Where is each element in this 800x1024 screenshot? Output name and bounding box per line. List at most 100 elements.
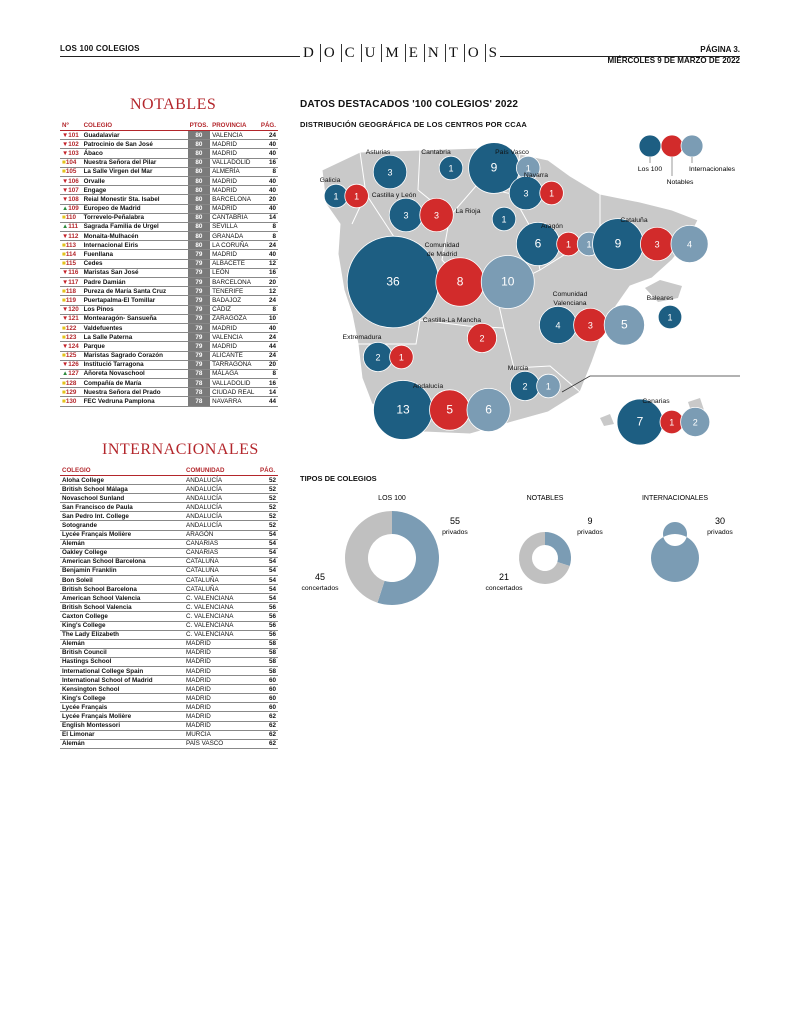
rank-cell: ■129: [60, 387, 82, 398]
rank-number: 122: [65, 324, 77, 332]
notables-row: ▼112 Monaita-Mulhacén 80 GRANADA 8: [60, 231, 278, 242]
bubble-circle: [680, 406, 711, 438]
school-name: Bon Soleil: [60, 575, 184, 586]
region-label: Murcia: [508, 365, 529, 372]
points-cell: 79: [187, 305, 211, 315]
trend-icon: ▼: [62, 278, 69, 286]
map-legend: Los 100 Notables Internacionales: [638, 134, 736, 186]
rank-number: 108: [68, 195, 79, 203]
school-name: Compañía de María: [81, 378, 188, 389]
page-cell: 54: [258, 539, 278, 549]
bubble-los100: 9: [468, 142, 520, 194]
donut-title: NOTABLES: [527, 495, 564, 502]
page-cell: 24: [258, 295, 278, 306]
bubble-value: 1: [566, 240, 571, 250]
school-name: Parque: [81, 341, 188, 352]
school-name: Hastings School: [60, 657, 184, 667]
rank-cell: ▼121: [60, 314, 82, 324]
notables-row: ■104 Nuestra Señora del Pilar 80 VALLADOLID…: [60, 158, 278, 168]
school-name: International College Spain: [60, 666, 184, 677]
slice-value: 9: [587, 516, 592, 526]
intl-row: Alemán CANARIAS 54: [60, 539, 278, 549]
page-cell: 40: [258, 185, 278, 196]
intl-row: Benjamin Franklin CATALUÑA 54: [60, 566, 278, 577]
masthead-letter: O: [463, 44, 482, 62]
region-label: Canarias: [642, 398, 670, 405]
page-cell: 54: [258, 557, 278, 567]
spain-map: 1 1 Galicia 3 Asturias 1 Cantabria 9 1 País Vasco…: [320, 134, 740, 446]
school-name: San Francisco de Paula: [60, 502, 184, 513]
page-cell: 40: [258, 148, 278, 159]
community-cell: CATALUÑA: [184, 584, 258, 595]
province-cell: TARRAGONA: [210, 360, 259, 370]
school-name: Reial Monestir Sta. Isabel: [81, 194, 188, 205]
school-name: San Pedro Int. College: [60, 511, 184, 522]
rank-number: 111: [68, 223, 79, 231]
trend-icon: ■: [62, 168, 66, 176]
points-cell: 79: [187, 360, 211, 370]
school-name: FEC Vedruna Pamplona: [81, 396, 188, 407]
rank-number: 101: [68, 131, 79, 139]
intl-row: English Montessori MADRID 62: [60, 721, 278, 731]
page-cell: 14: [258, 387, 278, 398]
notables-col-header: PROVINCIA: [210, 121, 259, 131]
bubble-los100: 4: [538, 305, 577, 344]
bubble-value: 2: [693, 418, 698, 428]
province-cell: MADRID: [210, 341, 259, 352]
donut-title: INTERNACIONALES: [642, 495, 708, 502]
region-label: Comunidad: [553, 291, 588, 298]
notables-row: ▼117 Padre Damián 79 BARCELONA 20: [60, 277, 278, 288]
points-cell: 79: [187, 314, 211, 324]
bubble-notables: 3: [419, 197, 454, 233]
bubble-value: 1: [549, 189, 554, 199]
page-cell: 62: [258, 739, 278, 749]
province-cell: TENERIFE: [210, 286, 259, 297]
school-name: Lycée Français Molière: [60, 530, 184, 540]
points-cell: 80: [187, 130, 211, 141]
points-cell: 78: [187, 369, 211, 380]
notables-row: ▼103 Ábaco 80 MADRID 40: [60, 148, 278, 159]
rank-cell: ■122: [60, 323, 82, 334]
trend-icon: ▼: [62, 269, 69, 277]
page-cell: 56: [258, 621, 278, 631]
school-name: Benjamin Franklin: [60, 566, 184, 577]
intl-row: American School Barcelona CATALUÑA 54: [60, 557, 278, 567]
school-name: Orvalle: [81, 176, 188, 187]
bubble-value: 10: [501, 275, 515, 289]
bubble-circle: [419, 197, 454, 233]
bubble-los100: 2: [362, 341, 394, 373]
region-label: La Rioja: [456, 208, 481, 215]
trend-icon: ■: [62, 388, 66, 396]
notables-row: ▲127 Añoreta Novaschool 78 MÁLAGA 8: [60, 369, 278, 380]
school-name: International School of Madrid: [60, 675, 184, 686]
page-cell: 52: [258, 484, 278, 495]
rank-cell: ■110: [60, 213, 82, 223]
page-cell: 24: [258, 240, 278, 251]
intl-col-header: COLEGIO: [60, 466, 184, 476]
intl-row: Lycée Français Molière ARAGÓN 54: [60, 530, 278, 540]
school-name: Montearagón- Sansueña: [81, 314, 188, 324]
community-cell: MADRID: [184, 648, 258, 658]
rank-cell: ▼124: [60, 341, 82, 352]
notables-col-header: PÁG.: [258, 121, 278, 131]
rank-cell: ▼102: [60, 139, 82, 150]
rank-number: 102: [68, 140, 79, 148]
rank-cell: ▲109: [60, 204, 82, 214]
school-name: British School Valencia: [60, 602, 184, 613]
map-subtitle: DISTRIBUCIÓN GEOGRÁFICA DE LOS CENTROS P…: [300, 120, 528, 129]
rank-number: 117: [68, 278, 79, 286]
points-cell: 80: [187, 240, 211, 251]
page-cell: 60: [258, 684, 278, 695]
intl-row: International School of Madrid MADRID 60: [60, 675, 278, 686]
school-name: American School Barcelona: [60, 557, 184, 567]
rank-number: 116: [68, 269, 79, 277]
region-label: Cantabria: [421, 149, 451, 156]
rank-cell: ■104: [60, 158, 82, 168]
rank-cell: ▼108: [60, 194, 82, 205]
page-info: PÁGINA 3. MIÉRCOLES 9 DE MARZO DE 2022: [608, 44, 740, 66]
rank-number: 127: [68, 370, 79, 378]
bubble-value: 1: [333, 192, 338, 202]
intl-row: British School Barcelona CATALUÑA 54: [60, 584, 278, 595]
page-cell: 58: [258, 639, 278, 649]
school-name: Los Pinos: [81, 305, 188, 315]
